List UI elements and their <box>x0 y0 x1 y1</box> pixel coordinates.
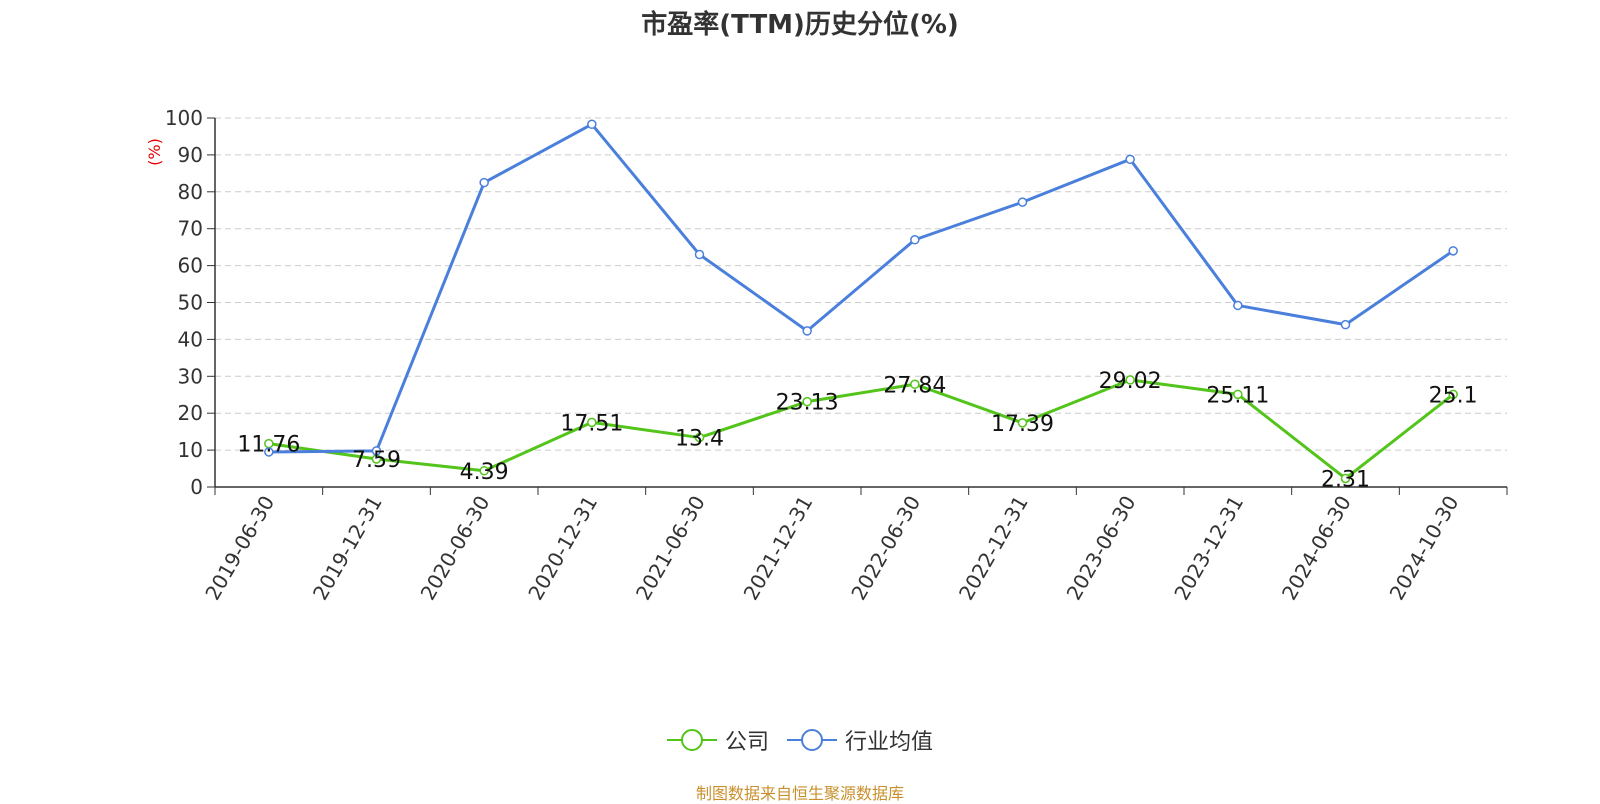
data-label: 7.59 <box>352 448 401 473</box>
x-tick-label: 2022-12-31 <box>954 492 1033 605</box>
data-point-1 <box>264 447 274 457</box>
chart-title: 市盈率(TTM)历史分位(%) <box>641 10 959 40</box>
y-tick-label: 70 <box>178 217 203 241</box>
series-line-0 <box>268 378 1455 480</box>
legend-label-industry: 行业均值 <box>845 730 934 755</box>
data-point-0 <box>1340 473 1351 484</box>
data-label: 27.84 <box>883 373 946 398</box>
y-tick-label: 100 <box>165 106 203 130</box>
data-label: 2.31 <box>1321 467 1370 492</box>
data-label: 4.39 <box>460 460 509 485</box>
data-label: 23.13 <box>776 391 839 416</box>
x-tick-label: 2021-06-30 <box>631 492 710 605</box>
data-point-0 <box>1017 418 1028 428</box>
data-point-0 <box>1125 375 1135 385</box>
data-label: 11.76 <box>237 433 300 458</box>
y-tick-label: 40 <box>178 327 203 351</box>
y-tick-label: 50 <box>178 291 203 315</box>
data-label: 17.51 <box>560 411 623 436</box>
data-point-1 <box>1125 154 1135 165</box>
x-tick-label: 2021-12-31 <box>739 492 818 605</box>
x-tick-label: 2024-06-30 <box>1277 492 1356 605</box>
x-tick-label: 2022-06-30 <box>846 492 925 605</box>
data-label: 25.11 <box>1206 383 1269 408</box>
legend-label-company: 公司 <box>724 730 769 755</box>
y-tick-label: 0 <box>190 475 203 499</box>
legend: 公司 行业均值 <box>0 724 1600 756</box>
grid-lines <box>215 117 1507 451</box>
y-tick-label: 80 <box>178 180 203 204</box>
data-point-0 <box>1233 389 1243 400</box>
source-note: 制图数据来自恒生聚源数据库 <box>695 784 904 803</box>
data-labels: 11.76 7.59 4.39 17.51 13.4 23.13 27.84 17.39 29.… <box>237 369 1477 493</box>
data-label: 13.4 <box>675 427 724 452</box>
x-tick-label: 2020-12-31 <box>523 492 602 605</box>
legend-industry-icon <box>787 729 837 751</box>
series <box>264 119 1458 484</box>
x-tick-label: 2020-06-30 <box>416 492 495 605</box>
x-tick-label: 2023-12-31 <box>1169 492 1248 605</box>
data-point-0 <box>910 379 920 390</box>
data-point-1 <box>1448 246 1458 256</box>
data-point-1 <box>479 177 489 188</box>
legend-item-company[interactable]: 公司 <box>666 724 769 756</box>
series-line-1 <box>268 122 1455 454</box>
data-point-0 <box>694 432 705 443</box>
legend-item-industry[interactable]: 行业均值 <box>787 724 933 756</box>
data-point-1 <box>694 249 705 260</box>
x-tick-label: 2019-12-31 <box>308 492 387 605</box>
data-point-1 <box>1017 197 1028 207</box>
data-label: 17.39 <box>991 412 1054 437</box>
data-point-1 <box>910 235 920 245</box>
y-tick-label: 60 <box>178 254 203 278</box>
data-point-1 <box>802 326 812 336</box>
data-point-1 <box>371 446 382 456</box>
data-label: 29.02 <box>1099 369 1162 394</box>
legend-company-icon <box>666 729 717 751</box>
y-tick-label: 10 <box>178 438 203 462</box>
y-tick-label: 90 <box>178 143 203 167</box>
x-tick-label: 2024-10-30 <box>1385 492 1464 605</box>
data-point-0 <box>479 466 489 476</box>
y-tick-label: 30 <box>178 364 203 388</box>
y-tick-label: 20 <box>178 401 203 425</box>
axes: 0 10 20 30 40 50 60 70 80 90 100(%) 2019-06-30 2019-… <box>145 106 1508 605</box>
data-label: 25.1 <box>1429 383 1478 408</box>
data-point-0 <box>1448 389 1458 400</box>
y-axis-label: (%) <box>145 138 164 166</box>
data-point-0 <box>587 417 597 428</box>
x-tick-label: 2019-06-30 <box>200 492 279 605</box>
data-point-0 <box>802 396 812 407</box>
data-point-1 <box>1340 319 1351 330</box>
data-point-1 <box>1233 300 1243 311</box>
x-tick-label: 2023-06-30 <box>1062 492 1141 605</box>
data-point-1 <box>587 119 597 130</box>
